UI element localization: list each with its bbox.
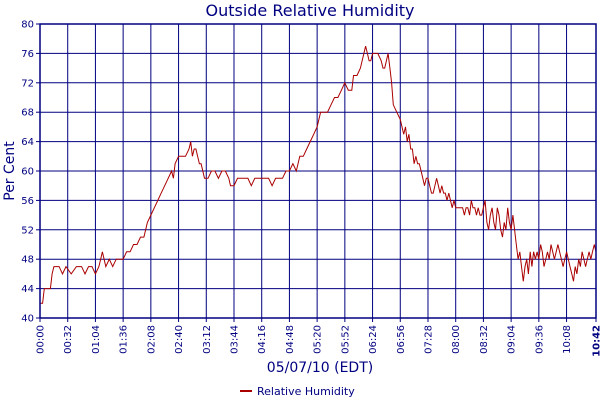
x-tick-label: 08:00 [451, 325, 462, 354]
legend-label: Relative Humidity [257, 385, 355, 398]
x-tick-label: 02:40 [174, 325, 185, 354]
x-tick-label: 00:00 [36, 325, 47, 354]
x-tick-label: 00:32 [63, 325, 74, 354]
y-tick-labels: 40 44 48 52 56 60 64 68 72 76 80 [21, 20, 40, 325]
x-tick-label: 03:12 [202, 325, 213, 354]
y-tick-label: 80 [21, 20, 34, 31]
x-tick-label: 04:16 [257, 325, 268, 354]
x-tick-label: 05:20 [313, 325, 324, 354]
legend: Relative Humidity [240, 385, 355, 398]
chart-title: Outside Relative Humidity [205, 1, 414, 20]
y-axis-label: Per Cent [2, 141, 18, 201]
y-tick-label: 40 [21, 314, 34, 325]
y-tick-label: 76 [21, 49, 34, 60]
x-tick-label: 04:48 [285, 325, 296, 354]
y-tick-label: 60 [21, 167, 34, 178]
series-line-relative-humidity [40, 45, 597, 304]
x-tick-label: 06:56 [396, 325, 407, 354]
x-tick-label: 02:08 [146, 325, 157, 354]
y-tick-label: 44 [21, 284, 34, 295]
y-tick-label: 48 [21, 255, 34, 266]
x-tick-label: 10:42 [592, 325, 600, 357]
x-tick-label: 07:28 [423, 325, 434, 354]
x-axis-label: 05/07/10 (EDT) [267, 360, 373, 376]
y-tick-label: 64 [21, 137, 34, 148]
x-tick-label: 03:44 [229, 325, 240, 354]
x-tick-label: 06:24 [368, 325, 379, 354]
y-tick-label: 56 [21, 196, 34, 207]
y-tick-label: 52 [21, 225, 34, 236]
plot-frame [39, 23, 597, 319]
y-tick-label: 72 [21, 78, 34, 89]
x-tick-label: 10:08 [562, 325, 573, 354]
y-tick-label: 68 [21, 108, 34, 119]
x-tick-label: 01:36 [119, 325, 130, 354]
x-tick-label: 09:04 [507, 325, 518, 354]
x-tick-labels: 00:00 00:32 01:04 01:36 02:08 02:40 03:12 03:44… [36, 318, 600, 357]
x-tick-label: 05:52 [340, 325, 351, 354]
x-tick-label: 09:36 [534, 325, 545, 354]
x-tick-label: 01:04 [91, 325, 102, 354]
grid [39, 23, 597, 319]
x-tick-label: 08:32 [479, 325, 490, 354]
series-group [40, 45, 597, 304]
